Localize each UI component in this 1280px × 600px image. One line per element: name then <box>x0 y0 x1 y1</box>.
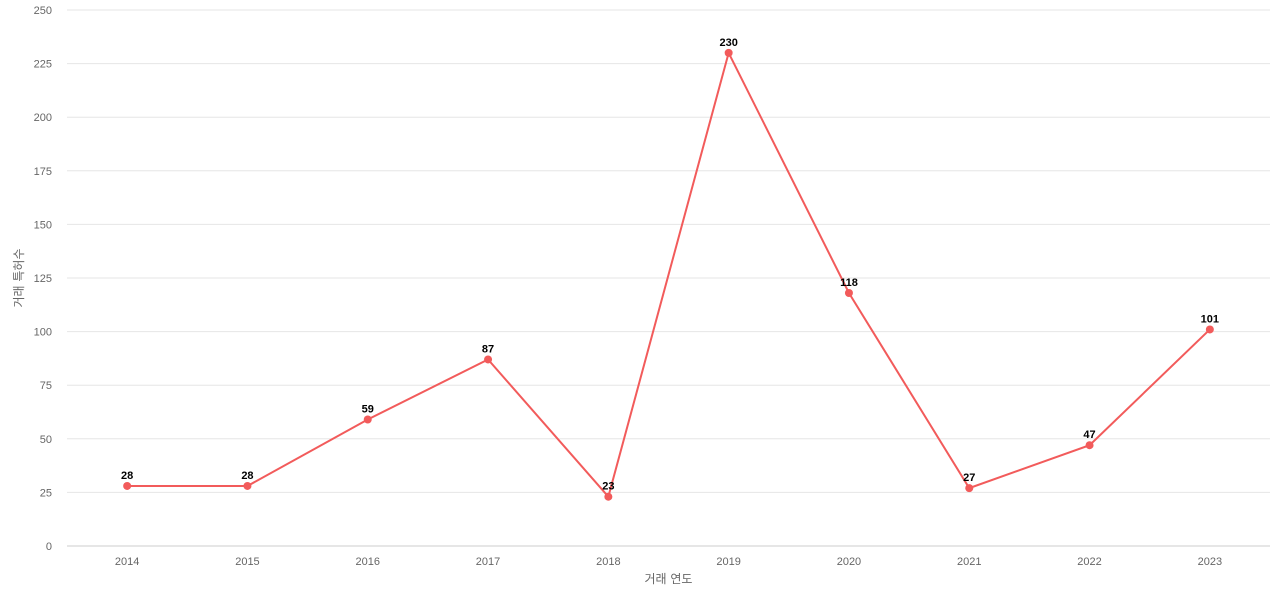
x-tick-label: 2019 <box>716 556 740 568</box>
data-point <box>243 481 252 490</box>
data-label: 59 <box>362 404 374 416</box>
y-tick-label: 200 <box>34 112 52 124</box>
data-label: 118 <box>840 277 858 289</box>
x-axis-title: 거래 연도 <box>645 572 693 586</box>
data-label: 47 <box>1083 429 1095 441</box>
data-point <box>965 484 974 493</box>
data-label: 230 <box>719 37 737 49</box>
y-tick-label: 250 <box>34 5 52 17</box>
series-line <box>127 50 1211 499</box>
x-tick-label: 2017 <box>476 556 500 568</box>
data-label: 23 <box>602 481 614 493</box>
data-point <box>724 48 733 57</box>
data-point <box>1205 325 1214 334</box>
x-tick-label: 2018 <box>596 556 620 568</box>
x-tick-label: 2015 <box>235 556 259 568</box>
data-point <box>604 492 613 501</box>
data-point <box>844 289 853 298</box>
y-tick-label: 50 <box>40 434 52 446</box>
y-tick-label: 150 <box>34 219 52 231</box>
series <box>123 48 1214 501</box>
x-tick-label: 2016 <box>356 556 380 568</box>
data-labels: 28 28 59 87 23 230 118 27 47 101 <box>121 37 1219 493</box>
y-tick-label: 75 <box>40 380 52 392</box>
x-tick-label: 2022 <box>1077 556 1101 568</box>
x-tick-label: 2023 <box>1198 556 1222 568</box>
y-axis-ticks: 0 25 50 75 100 125 150 175 200 225 250 <box>34 5 52 553</box>
y-tick-label: 225 <box>34 59 52 71</box>
data-label: 28 <box>241 470 253 482</box>
y-tick-label: 100 <box>34 327 52 339</box>
data-point <box>363 415 372 424</box>
y-tick-label: 125 <box>34 273 52 285</box>
data-label: 87 <box>482 343 494 355</box>
x-tick-label: 2021 <box>957 556 981 568</box>
x-tick-label: 2020 <box>837 556 861 568</box>
y-axis-title: 거래 특허수 <box>12 248 26 307</box>
data-point <box>123 481 132 490</box>
y-tick-label: 0 <box>46 541 52 553</box>
data-point <box>484 355 493 364</box>
data-label: 101 <box>1201 313 1219 325</box>
data-label: 27 <box>963 472 975 484</box>
data-point <box>1085 441 1094 450</box>
x-tick-label: 2014 <box>115 556 139 568</box>
y-tick-label: 175 <box>34 166 52 178</box>
data-label: 28 <box>121 470 133 482</box>
x-axis-ticks: 2014 2015 2016 2017 2018 2019 2020 2021 2022 2023 <box>115 556 1222 568</box>
gridlines <box>67 9 1270 493</box>
y-tick-label: 25 <box>40 487 52 499</box>
